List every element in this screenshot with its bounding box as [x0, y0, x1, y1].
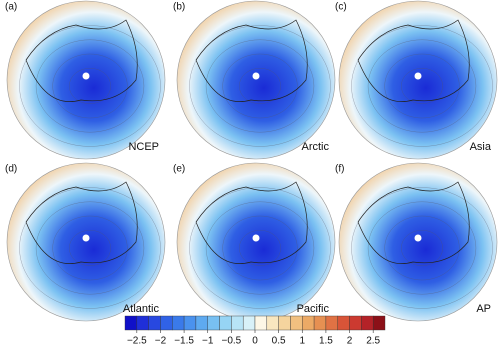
map-disc — [176, 0, 336, 160]
map-disc — [338, 162, 498, 322]
contour — [401, 230, 443, 266]
colorbar-box — [242, 315, 256, 331]
colorbar-tick-label: −2.5 — [127, 336, 147, 347]
contour — [189, 25, 331, 147]
colorbar-tick-label: −2 — [155, 336, 167, 347]
contour — [351, 187, 493, 309]
colorbar-box — [172, 315, 185, 331]
colorbar-tick-label: 1.5 — [319, 336, 333, 347]
contour — [205, 201, 315, 295]
pole-dot — [414, 234, 422, 242]
contour — [19, 187, 161, 309]
colorbar-box — [278, 315, 291, 331]
colorbar-tick-label: −0.5 — [221, 336, 241, 347]
map-disc — [6, 0, 166, 160]
contour — [69, 230, 111, 266]
colorbar-tick-label: 2.5 — [366, 336, 380, 347]
contour — [189, 187, 331, 309]
colorbar-box — [148, 315, 161, 331]
map-panel: (c) Asia — [335, 0, 498, 160]
colorbar-tick-label: 0.5 — [272, 336, 286, 347]
pole-dot — [252, 234, 260, 242]
colorbar-box — [372, 315, 386, 331]
maps: (a) NCEP (b) Arctic (c) Asia (d) Atlantic (e) Pac… — [5, 0, 498, 322]
contour — [205, 39, 315, 133]
panel-label: (a) — [5, 2, 17, 13]
colorbar-box — [266, 315, 279, 331]
colorbar-box — [313, 315, 327, 331]
map-disc — [176, 162, 336, 322]
colorbar-tick-label: 0 — [252, 336, 258, 347]
colorbar-box — [302, 315, 315, 331]
panel-label: (e) — [173, 164, 185, 175]
panel-name: Atlantic — [123, 303, 160, 315]
contour — [384, 53, 460, 119]
colorbar-box — [219, 315, 232, 331]
colorbar-box — [136, 315, 149, 331]
contour — [52, 53, 128, 119]
panel-label: (d) — [5, 164, 17, 175]
colorbar-box — [290, 315, 303, 331]
colorbar-box — [325, 315, 338, 331]
map-panel: (d) Atlantic — [5, 162, 166, 322]
colorbar-box — [349, 315, 362, 331]
colorbar-box — [361, 315, 374, 331]
map-disc — [338, 0, 498, 160]
map-panel: (f) AP — [335, 162, 498, 322]
colorbar-tick-label: 1 — [299, 336, 305, 347]
pole-dot — [252, 72, 260, 80]
coastline — [357, 181, 470, 264]
pole-dot — [82, 72, 90, 80]
contour — [222, 215, 298, 281]
coastline — [195, 19, 308, 102]
panel-name: Pacific — [297, 303, 330, 315]
colorbar-box — [124, 315, 138, 331]
panel-name: Asia — [470, 141, 492, 153]
contour — [367, 39, 477, 133]
colorbar-tick-label: −1.5 — [174, 336, 194, 347]
colorbar-box — [207, 315, 220, 331]
colorbar-box — [337, 315, 350, 331]
panel-label: (f) — [335, 164, 344, 175]
panel-label: (b) — [173, 2, 185, 13]
contour — [239, 68, 281, 104]
panel-name: NCEP — [128, 141, 159, 153]
colorbar-box — [183, 315, 197, 331]
colorbar-tick-label: −1 — [202, 336, 214, 347]
contour — [35, 201, 145, 295]
pole-dot — [82, 234, 90, 242]
coastline — [195, 181, 308, 264]
map-disc — [6, 162, 166, 322]
pole-dot — [414, 72, 422, 80]
contour — [35, 39, 145, 133]
coastline — [357, 19, 470, 102]
coastline — [25, 19, 138, 102]
map-panel: (b) Arctic — [173, 0, 336, 160]
contour — [384, 215, 460, 281]
panel-label: (c) — [335, 2, 347, 13]
contour — [367, 201, 477, 295]
coastline — [25, 181, 138, 264]
map-panel: (a) NCEP — [5, 0, 166, 160]
contour — [401, 68, 443, 104]
colorbar: −2.5 −2 −1.5 −1 −0.5 0 0.5 1 1.5 2 2.5 — [124, 315, 386, 347]
contour — [19, 25, 161, 147]
colorbar-box — [254, 315, 268, 331]
panel-name: AP — [476, 303, 491, 315]
colorbar-box — [160, 315, 173, 331]
contour — [239, 230, 281, 266]
map-panel: (e) Pacific — [173, 162, 336, 322]
panel-name: Arctic — [302, 141, 330, 153]
colorbar-box — [231, 315, 244, 331]
contour — [52, 215, 128, 281]
colorbar-tick-label: 2 — [347, 336, 353, 347]
contour — [222, 53, 298, 119]
colorbar-box — [195, 315, 208, 331]
contour — [351, 25, 493, 147]
contour — [69, 68, 111, 104]
